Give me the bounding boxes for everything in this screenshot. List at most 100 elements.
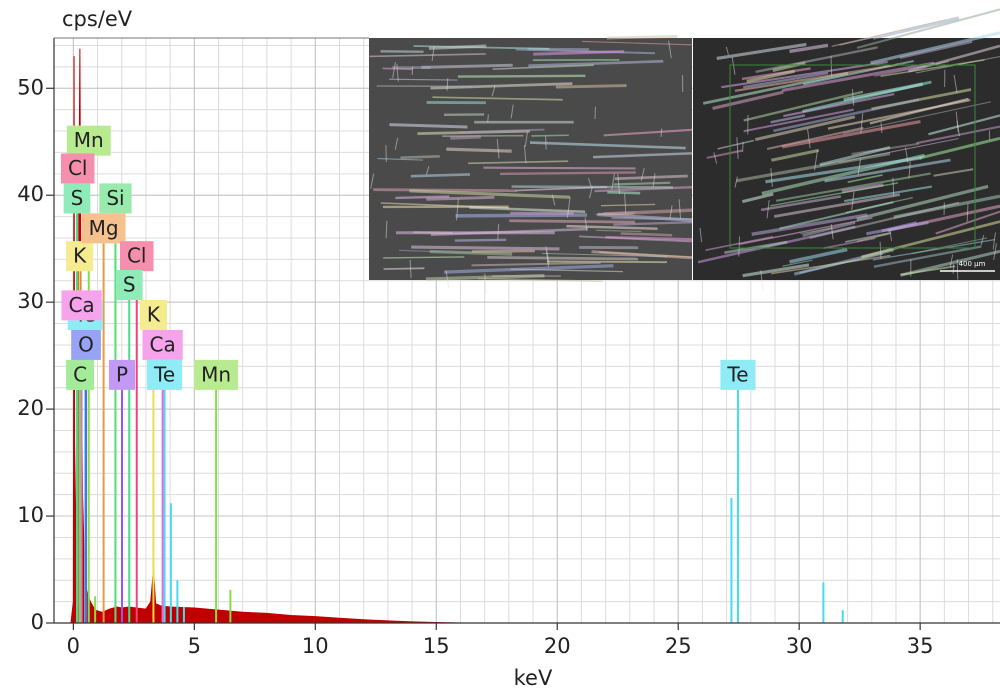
sem-fiber — [770, 182, 899, 207]
sem-fiber — [555, 84, 627, 89]
sem-crack — [524, 131, 528, 147]
sem-crack — [668, 40, 672, 59]
sem-crack — [738, 236, 741, 257]
sem-crack — [370, 173, 375, 189]
sem-fiber — [389, 78, 458, 81]
sem-fiber — [716, 42, 807, 60]
element-marker: Te — [147, 359, 183, 390]
sem-fiber — [856, 184, 989, 221]
sem-fiber — [873, 245, 982, 268]
sem-fiber — [824, 158, 951, 183]
element-marker: C — [66, 359, 95, 390]
sem-crack — [908, 161, 911, 179]
sem-background — [369, 38, 692, 280]
sem-image — [369, 34, 693, 295]
sem-fiber — [383, 267, 425, 270]
element-marker: Ca — [61, 290, 102, 321]
sem-fiber — [614, 174, 688, 181]
sem-crack — [830, 55, 833, 77]
element-label: Ca — [150, 332, 176, 356]
sem-crack — [617, 174, 621, 195]
sem-crack — [545, 246, 549, 268]
sem-crack — [510, 104, 514, 119]
y-tick-label: 20 — [17, 396, 44, 420]
element-marker: P — [108, 359, 136, 390]
sem-crack — [807, 128, 811, 149]
element-label-box — [71, 329, 101, 360]
sem-fiber — [770, 254, 891, 275]
sem-fiber — [592, 152, 693, 159]
sem-fiber — [531, 134, 569, 137]
sem-fiber — [533, 50, 625, 56]
sem-fiber — [483, 166, 636, 170]
sem-fiber — [426, 195, 495, 201]
x-tick-label: 5 — [188, 634, 201, 658]
y-axis-label: cps/eV — [62, 7, 133, 31]
element-marker: Mn — [194, 359, 239, 390]
sem-fiber — [754, 115, 856, 142]
element-label-box — [147, 359, 183, 390]
element-label: K — [147, 302, 161, 326]
element-label: Mg — [89, 216, 119, 240]
sem-fiber — [741, 192, 774, 204]
sem-crack — [487, 114, 489, 123]
sem-fiber — [712, 90, 784, 111]
sem-fiber — [454, 238, 507, 242]
sem-fiber — [870, 31, 1000, 65]
sem-crack — [484, 273, 487, 295]
element-label: S — [71, 186, 84, 210]
sem-crack — [545, 135, 547, 150]
y-tick-label: 10 — [17, 503, 44, 527]
sem-fiber — [935, 210, 1000, 235]
sem-fiber — [724, 240, 788, 255]
element-label-box — [63, 183, 91, 214]
sem-crack — [624, 193, 627, 213]
sem-fiber — [839, 30, 903, 46]
element-label-box — [108, 359, 136, 390]
sem-fiber — [613, 181, 671, 186]
sem-crack — [523, 144, 527, 164]
element-marker: Cl — [60, 153, 95, 184]
sem-fiber — [529, 141, 686, 150]
element-label: Mn — [201, 362, 231, 386]
sem-crack — [992, 232, 996, 250]
sem-crack — [736, 137, 739, 159]
element-marker: Mg — [81, 213, 126, 244]
sem-fiber — [377, 158, 423, 161]
sem-fiber — [800, 227, 833, 235]
sem-crack — [589, 185, 593, 199]
sem-fiber — [620, 232, 673, 237]
sem-fiber — [819, 145, 891, 167]
sem-fiber — [802, 80, 932, 113]
element-label: P — [116, 362, 128, 386]
sem-fiber — [771, 148, 820, 162]
sem-crack — [669, 205, 673, 219]
sem-crack — [766, 200, 770, 219]
sem-fiber — [736, 152, 891, 183]
element-label-box — [139, 299, 168, 330]
sem-crack — [546, 250, 550, 265]
sem-fiber — [770, 114, 806, 124]
sem-crack — [830, 224, 834, 240]
element-label: Te — [726, 362, 748, 386]
sem-fiber — [827, 98, 971, 130]
sem-fiber — [789, 43, 829, 54]
sem-fiber — [765, 156, 922, 184]
sem-fiber — [900, 265, 956, 276]
element-marker: Si — [99, 183, 132, 214]
element-label-box — [66, 241, 94, 272]
element-label-box — [119, 241, 154, 272]
sem-fiber — [413, 231, 453, 234]
sem-crack — [889, 229, 893, 242]
sem-fiber — [594, 186, 693, 193]
sem-crack — [611, 173, 615, 190]
element-label: C — [73, 362, 87, 386]
sem-fiber — [428, 44, 487, 50]
sem-crack — [431, 45, 435, 62]
sem-fiber — [779, 201, 894, 230]
sem-fiber — [611, 217, 693, 221]
sem-crack — [411, 66, 414, 75]
sem-crack — [660, 128, 663, 138]
sem-crack — [956, 259, 959, 280]
sem-crack — [425, 166, 430, 175]
